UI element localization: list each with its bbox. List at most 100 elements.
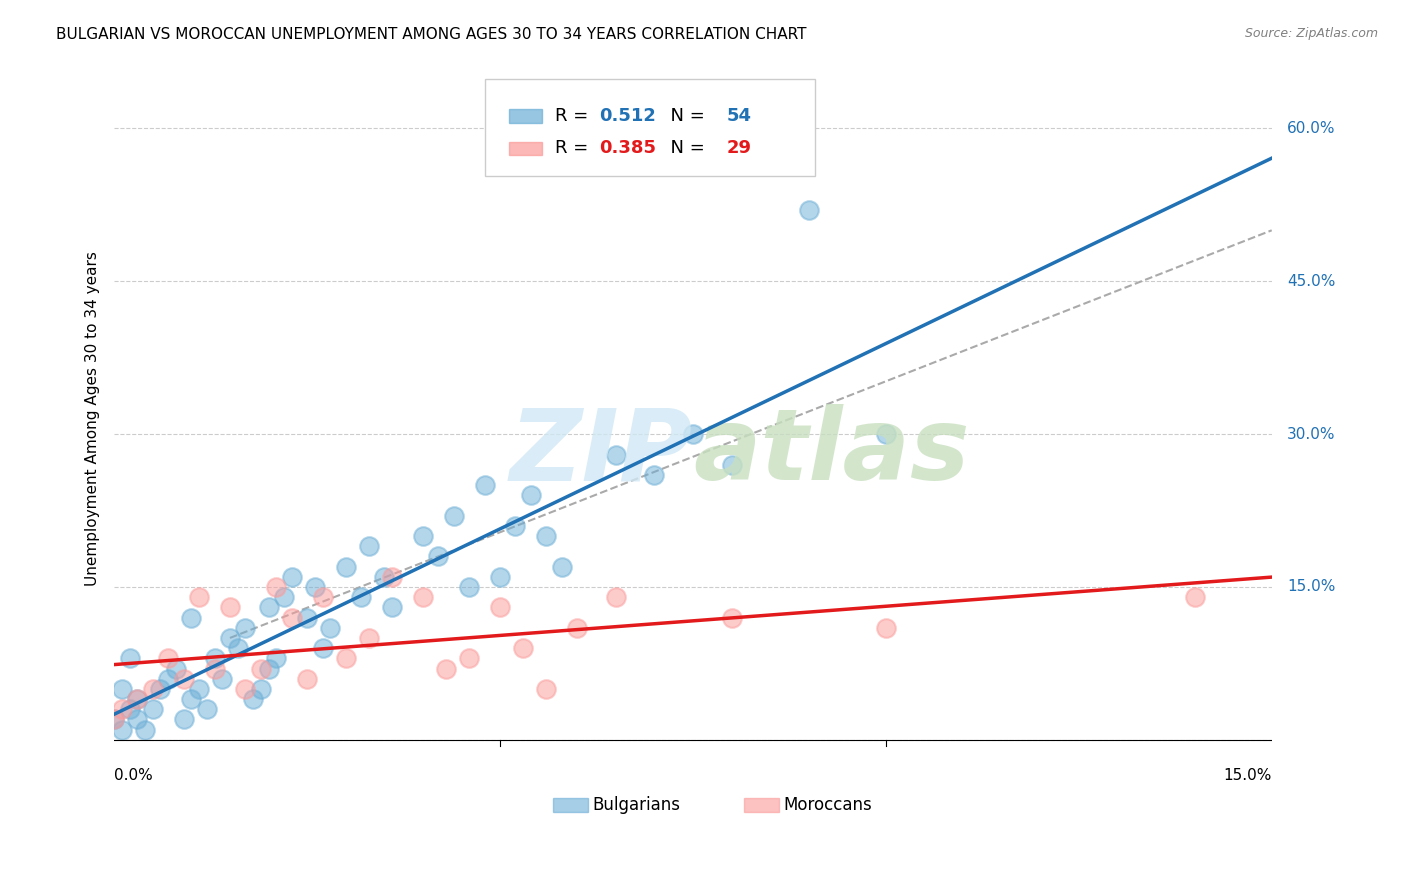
Point xyxy=(489,600,512,615)
Point xyxy=(264,580,287,594)
Point xyxy=(188,590,211,604)
Point xyxy=(605,590,627,604)
Text: 30.0%: 30.0% xyxy=(1286,426,1336,442)
Point xyxy=(142,702,165,716)
FancyBboxPatch shape xyxy=(744,798,779,812)
Text: R =: R = xyxy=(555,139,595,158)
Text: Source: ZipAtlas.com: Source: ZipAtlas.com xyxy=(1244,27,1378,40)
Point xyxy=(412,590,434,604)
Point xyxy=(118,651,141,665)
Point xyxy=(458,580,481,594)
Point xyxy=(505,519,527,533)
Text: 60.0%: 60.0% xyxy=(1286,121,1336,136)
Point xyxy=(295,672,318,686)
Point xyxy=(204,651,226,665)
Text: R =: R = xyxy=(555,107,595,125)
Point xyxy=(280,610,302,624)
Y-axis label: Unemployment Among Ages 30 to 34 years: Unemployment Among Ages 30 to 34 years xyxy=(86,252,100,586)
Point xyxy=(211,672,233,686)
Point xyxy=(605,448,627,462)
Point xyxy=(373,570,395,584)
Point xyxy=(357,539,380,553)
Text: Moroccans: Moroccans xyxy=(783,797,872,814)
Point xyxy=(357,631,380,645)
Text: 15.0%: 15.0% xyxy=(1223,768,1272,783)
Text: Bulgarians: Bulgarians xyxy=(592,797,681,814)
Text: 29: 29 xyxy=(727,139,752,158)
Point xyxy=(264,651,287,665)
Text: BULGARIAN VS MOROCCAN UNEMPLOYMENT AMONG AGES 30 TO 34 YEARS CORRELATION CHART: BULGARIAN VS MOROCCAN UNEMPLOYMENT AMONG… xyxy=(56,27,807,42)
Point xyxy=(180,692,202,706)
Point xyxy=(512,641,534,656)
Point xyxy=(319,621,342,635)
Point xyxy=(149,681,172,696)
Point xyxy=(127,692,149,706)
Text: 0.0%: 0.0% xyxy=(114,768,153,783)
Point xyxy=(195,702,218,716)
Point xyxy=(536,529,558,543)
Point xyxy=(173,713,195,727)
Point xyxy=(103,713,125,727)
Text: ZIP: ZIP xyxy=(510,404,693,501)
Point xyxy=(434,661,457,675)
Point xyxy=(180,610,202,624)
Point xyxy=(797,202,820,217)
Point xyxy=(226,641,249,656)
Point xyxy=(875,427,897,442)
Point xyxy=(134,723,156,737)
Point xyxy=(295,610,318,624)
FancyBboxPatch shape xyxy=(485,79,814,177)
Point xyxy=(173,672,195,686)
Point xyxy=(335,559,357,574)
Point xyxy=(127,713,149,727)
Point xyxy=(682,427,704,442)
Text: N =: N = xyxy=(659,107,711,125)
Point xyxy=(219,631,242,645)
Point xyxy=(1184,590,1206,604)
FancyBboxPatch shape xyxy=(553,798,588,812)
Point xyxy=(875,621,897,635)
Point xyxy=(551,559,574,574)
Point xyxy=(204,661,226,675)
Point xyxy=(311,641,333,656)
Point xyxy=(280,570,302,584)
Point xyxy=(720,610,742,624)
Point xyxy=(235,681,257,696)
Point xyxy=(427,549,450,564)
Point xyxy=(188,681,211,696)
Point xyxy=(350,590,373,604)
Point xyxy=(520,488,543,502)
Text: 54: 54 xyxy=(727,107,752,125)
FancyBboxPatch shape xyxy=(509,142,543,155)
Point xyxy=(111,702,134,716)
Text: 0.385: 0.385 xyxy=(599,139,657,158)
Point xyxy=(311,590,333,604)
Point xyxy=(118,702,141,716)
Point xyxy=(157,651,180,665)
Text: 0.512: 0.512 xyxy=(599,107,657,125)
Point xyxy=(257,600,280,615)
Point xyxy=(273,590,295,604)
Point xyxy=(381,570,404,584)
Point xyxy=(127,692,149,706)
Text: N =: N = xyxy=(659,139,711,158)
Point xyxy=(219,600,242,615)
FancyBboxPatch shape xyxy=(509,109,543,122)
Point xyxy=(249,661,271,675)
Point xyxy=(165,661,187,675)
Point xyxy=(536,681,558,696)
Point xyxy=(242,692,264,706)
Point xyxy=(157,672,180,686)
Point xyxy=(111,723,134,737)
Point xyxy=(474,478,496,492)
Point xyxy=(567,621,589,635)
Point xyxy=(335,651,357,665)
Text: 45.0%: 45.0% xyxy=(1286,274,1336,289)
Point xyxy=(412,529,434,543)
Point xyxy=(111,681,134,696)
Point xyxy=(443,508,465,523)
Text: atlas: atlas xyxy=(693,404,970,501)
Point xyxy=(235,621,257,635)
Point xyxy=(304,580,326,594)
Point xyxy=(249,681,271,696)
